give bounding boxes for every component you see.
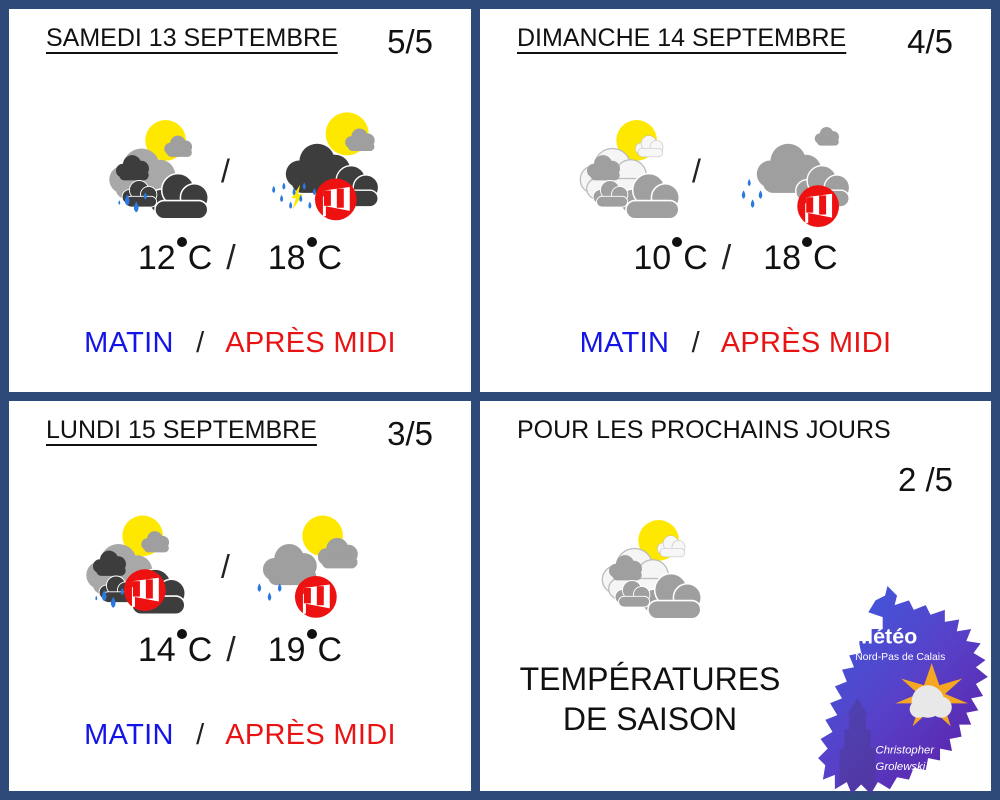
svg-text:Christopher: Christopher (876, 744, 936, 756)
svg-text:Nord-Pas de Calais: Nord-Pas de Calais (855, 652, 945, 663)
svg-text:/: / (221, 549, 230, 585)
svg-text:/: / (692, 153, 701, 189)
svg-text:Grolewski: Grolewski (876, 761, 926, 773)
svg-text:/: / (221, 153, 230, 189)
svg-text:Météo: Météo (855, 624, 917, 648)
